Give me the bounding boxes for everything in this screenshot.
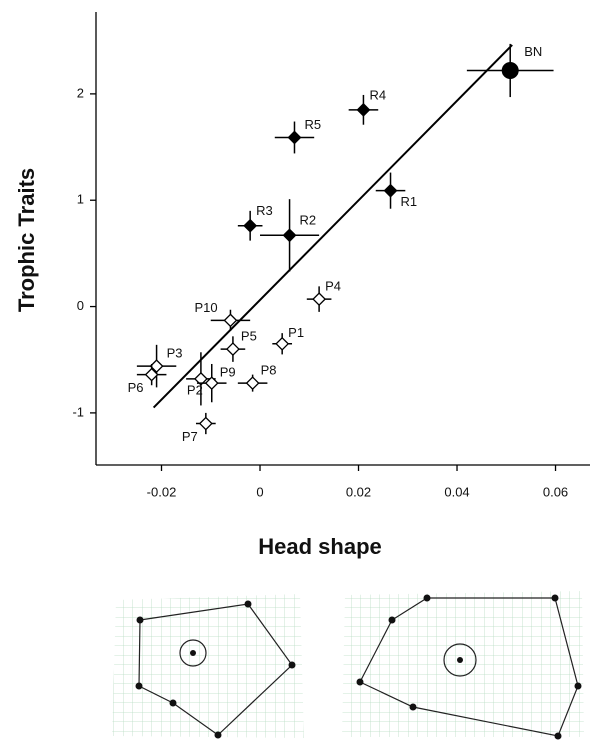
point-label: P4 — [325, 279, 341, 294]
point-label: P10 — [194, 300, 217, 315]
x-tick-label: 0 — [256, 484, 263, 499]
point-label: P1 — [288, 325, 304, 340]
point-label: P3 — [167, 346, 183, 361]
x-tick-label: 0.06 — [543, 484, 568, 499]
point-label: BN — [524, 44, 542, 59]
point — [245, 376, 260, 391]
point-label: R2 — [300, 213, 317, 228]
deformation-grid-right — [342, 591, 584, 740]
point — [356, 102, 371, 117]
point-label: R5 — [304, 117, 321, 132]
point-label: P8 — [261, 363, 277, 378]
y-tick-label: -1 — [72, 404, 84, 419]
point — [204, 376, 219, 391]
point — [198, 416, 213, 431]
point — [144, 367, 159, 382]
point — [501, 61, 519, 79]
y-tick-label: 0 — [77, 298, 84, 313]
x-axis-label: Head shape — [258, 534, 382, 559]
point-label: R3 — [256, 203, 273, 218]
point — [193, 371, 208, 386]
y-axis-label: Trophic Traits — [14, 168, 39, 312]
y-tick-label: 1 — [77, 192, 84, 207]
point — [287, 130, 302, 145]
point-label: R1 — [401, 194, 418, 209]
point — [226, 342, 240, 357]
point-label: P2 — [187, 382, 203, 397]
point-label: P6 — [128, 380, 144, 395]
point-label: P9 — [220, 365, 236, 380]
point — [243, 218, 258, 233]
point — [312, 292, 327, 307]
point — [383, 183, 398, 198]
x-tick-label: 0.04 — [444, 484, 469, 499]
point — [275, 336, 290, 351]
x-tick-label: 0.02 — [346, 484, 371, 499]
point-label: P5 — [241, 329, 257, 344]
point-label: R4 — [369, 87, 386, 102]
fit-line — [152, 44, 513, 409]
point — [149, 359, 164, 374]
point — [282, 228, 297, 243]
y-tick-label: 2 — [77, 85, 84, 100]
x-tick-label: -0.02 — [147, 484, 177, 499]
point — [223, 313, 238, 328]
deformation-grid-left — [112, 594, 304, 739]
point-label: P7 — [182, 429, 198, 444]
